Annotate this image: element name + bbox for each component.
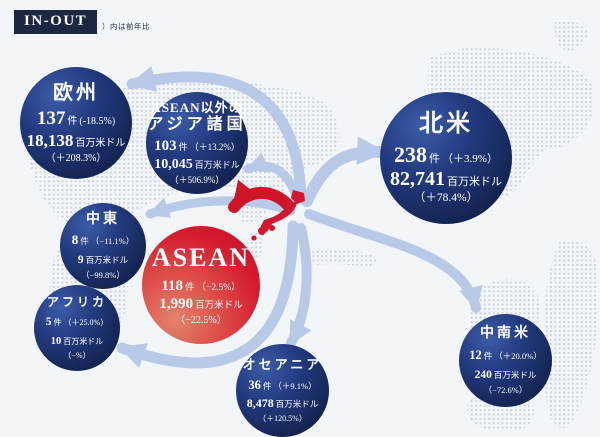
arrow-to-europe	[126, 66, 307, 203]
region-name: アフリカ	[46, 295, 107, 310]
region-circle-africa: アフリカ 5 件（＋25.0%） 10 百万米ドル （−%）	[34, 285, 120, 371]
count-line: 12 件（＋20.0%）	[469, 347, 542, 362]
amount-line: 18,138 百万米ドル	[26, 130, 126, 150]
region-name-line1: ASEAN以外の	[151, 100, 243, 116]
region-name: 欧州	[53, 81, 99, 104]
region-circle-asia-other: ASEAN以外の アジア諸国 103 件（＋13.2%） 10,045 百万米ドル …	[146, 92, 248, 194]
amount-yoy: （＋208.3%）	[45, 152, 107, 164]
arrow-to-middle-east	[145, 196, 296, 219]
flow-arrows	[116, 66, 483, 369]
count-line: 8 件（−11.1%）	[71, 232, 135, 248]
amount-yoy: （−99.8%）	[81, 270, 125, 281]
count-line: 137 件 (-18.5%)	[36, 108, 116, 130]
amount-yoy: （＋78.4%）	[413, 192, 479, 205]
amount-yoy: （−72.6%）	[483, 384, 528, 395]
region-circle-asean: ASEAN 118 件（−2.5%） 1,990 百万米ドル （−22.5%）	[142, 226, 260, 344]
map-indonesia	[307, 249, 377, 268]
map-greenland	[554, 21, 588, 52]
count-line: 36 件（＋9.1%）	[248, 377, 317, 392]
amount-yoy: （−%）	[63, 351, 91, 361]
arrow-to-asean	[228, 179, 294, 213]
amount-line: 8,478 百万米ドル	[246, 396, 319, 411]
region-circle-middle-east: 中東 8 件（−11.1%） 9 百万米ドル （−99.8%）	[60, 203, 146, 289]
amount-yoy: （−22.5%）	[175, 315, 227, 327]
amount-line: 1,990 百万米ドル	[159, 296, 243, 313]
region-circle-oceania: オセアニア 36 件（＋9.1%） 8,478 百万米ドル （＋120.5%）	[236, 344, 329, 437]
amount-line: 10,045 百万米ドル	[154, 157, 240, 173]
in-out-badge: IN-OUT	[14, 10, 98, 34]
region-name: ASEAN	[151, 242, 251, 272]
arrow-to-asia-other	[243, 152, 301, 201]
count-line: 103 件（＋13.2%）	[154, 137, 240, 154]
region-name: 中南米	[480, 326, 531, 342]
count-line: 238 件（＋3.9%）	[394, 141, 498, 167]
arrow-to-north-america	[301, 136, 388, 207]
yoy-note: ※（ ）内は前年比	[78, 22, 150, 31]
arrow-to-latin-america	[304, 209, 483, 313]
amount-yoy: （＋120.5%）	[258, 414, 307, 424]
japan-map-icon	[251, 190, 305, 241]
amount-line: 9 百万米ドル	[77, 254, 129, 267]
amount-yoy: （＋506.9%）	[169, 175, 225, 186]
region-name: 中東	[86, 211, 120, 227]
region-circle-north-america: 北米 238 件（＋3.9%） 82,741 百万米ドル （＋78.4%）	[380, 92, 512, 224]
amount-line: 82,741 百万米ドル	[390, 167, 502, 190]
amount-line: 10 百万米ドル	[50, 336, 104, 348]
arrow-to-oceania	[286, 223, 312, 348]
map-south-america	[543, 239, 598, 428]
region-circle-europe: 欧州 137 件 (-18.5%) 18,138 百万米ドル （＋208.3%）	[20, 67, 132, 179]
region-circle-latin-america: 中南米 12 件（＋20.0%） 240 百万米ドル （−72.6%）	[459, 314, 552, 407]
map-se-asia	[245, 230, 264, 258]
count-line: 118 件（−2.5%）	[161, 277, 241, 294]
arrow-to-africa	[116, 220, 299, 369]
count-line: 5 件（＋25.0%）	[45, 316, 109, 329]
map-north-america	[427, 47, 594, 197]
amount-line: 240 百万米ドル	[474, 368, 537, 381]
region-name: 北米	[419, 111, 473, 138]
region-name-line2: アジア諸国	[147, 115, 247, 133]
region-name: オセアニア	[242, 357, 323, 373]
